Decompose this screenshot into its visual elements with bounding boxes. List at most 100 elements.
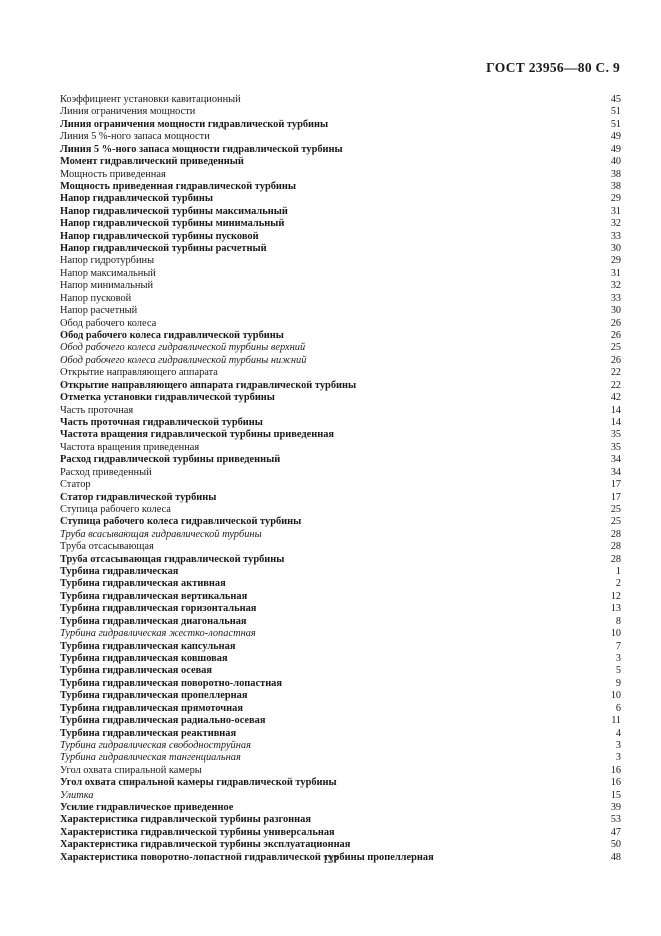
index-entry-page-number: 8	[615, 615, 621, 627]
index-entry-term: Характеристика гидравлической турбины ра…	[60, 814, 311, 826]
index-entry-page-number: 6	[615, 702, 621, 714]
index-entry: Турбина гидравлическая горизонтальная 13	[60, 603, 621, 615]
page-header-standard-reference: ГОСТ 23956—80 С. 9	[486, 60, 620, 75]
index-entry-page-number: 26	[610, 317, 621, 329]
index-entry-term: Расход приведенный	[60, 466, 152, 478]
index-entry-term: Линия ограничения мощности	[60, 106, 196, 118]
index-entry-term: Расход гидравлической турбины приведенны…	[60, 454, 281, 466]
index-entry-term: Часть проточная	[60, 404, 134, 416]
index-entry: Линия 5 %-ного запаса мощности 49	[60, 131, 621, 143]
index-entry-page-number: 51	[610, 106, 621, 118]
index-entry-term: Частота вращения приведенная	[60, 441, 200, 453]
index-entry-term: Частота вращения гидравлической турбины …	[60, 429, 335, 441]
index-entry-term: Ступица рабочего колеса	[60, 503, 171, 515]
index-entry-page-number: 38	[610, 180, 621, 192]
index-entry-term: Турбина гидравлическая	[60, 566, 179, 578]
index-entry-term: Момент гидравлический приведенный	[60, 156, 244, 168]
index-entry-term: Турбина гидравлическая активная	[60, 578, 226, 590]
index-entry: Характеристика поворотно-лопастной гидра…	[60, 852, 621, 864]
index-entry-page-number: 15	[610, 789, 621, 801]
index-entry-page-number: 28	[610, 541, 621, 553]
index-entry: Труба всасывающая гидравлической турбины…	[60, 529, 621, 541]
index-entry-term: Турбина гидравлическая прямоточная	[60, 702, 243, 714]
index-entry: Расход гидравлической турбины приведенны…	[60, 454, 621, 466]
index-entry: Линия 5 %-ного запаса мощности гидравлич…	[60, 144, 621, 156]
index-entry-page-number: 26	[610, 330, 621, 342]
index-entry-page-number: 3	[615, 752, 621, 764]
alphabetical-index-list: Коэффициент установки кавитационный 45 Лин…	[60, 94, 621, 864]
index-entry-page-number: 35	[610, 441, 621, 453]
index-entry: Коэффициент установки кавитационный 45	[60, 94, 621, 106]
index-entry-page-number: 30	[610, 243, 621, 255]
index-entry-page-number: 40	[610, 156, 621, 168]
index-entry-term: Турбина гидравлическая реактивная	[60, 727, 237, 739]
index-entry-term: Турбина гидравлическая поворотно-лопастн…	[60, 677, 282, 689]
index-entry-page-number: 1	[615, 566, 621, 578]
index-entry-term: Турбина гидравлическая пропеллерная	[60, 690, 248, 702]
index-entry-page-number: 42	[610, 392, 621, 404]
index-entry-term: Напор гидравлической турбины минимальный	[60, 218, 285, 230]
index-entry-page-number: 16	[610, 777, 621, 789]
index-entry: Турбина гидравлическая осевая 5	[60, 665, 621, 677]
index-entry: Характеристика гидравлической турбины ун…	[60, 827, 621, 839]
index-entry-page-number: 10	[610, 690, 621, 702]
index-entry: Напор расчетный 30	[60, 305, 621, 317]
index-entry-term: Характеристика поворотно-лопастной гидра…	[60, 851, 434, 863]
index-entry: Турбина гидравлическая реактивная 4	[60, 728, 621, 740]
index-entry-term: Турбина гидравлическая жестко-лопастная	[60, 628, 256, 640]
index-entry: Турбина гидравлическая активная 2	[60, 578, 621, 590]
index-entry-term: Напор минимальный	[60, 280, 154, 292]
index-entry-page-number: 14	[610, 404, 621, 416]
index-entry-term: Отметка установки гидравлической турбины	[60, 392, 275, 404]
index-entry-page-number: 25	[610, 516, 621, 528]
index-entry: Обод рабочего колеса гидравлической турб…	[60, 355, 621, 367]
index-entry-term: Обод рабочего колеса гидравлической турб…	[60, 354, 307, 366]
index-entry: Турбина гидравлическая свободноструйная 3	[60, 740, 621, 752]
index-entry-page-number: 50	[610, 839, 621, 851]
index-entry-page-number: 31	[610, 205, 621, 217]
index-entry-page-number: 4	[615, 727, 621, 739]
index-entry-page-number: 11	[611, 715, 621, 727]
index-entry-term: Труба всасывающая гидравлической турбины	[60, 528, 262, 540]
index-entry: Напор гидравлической турбины пусковой 33	[60, 231, 621, 243]
index-entry: Турбина гидравлическая прямоточная 6	[60, 703, 621, 715]
index-entry: Улитка 15	[60, 790, 621, 802]
index-entry: Угол охвата спиральной камеры 16	[60, 765, 621, 777]
index-entry-page-number: 22	[610, 379, 621, 391]
index-entry: Напор максимальный 31	[60, 268, 621, 280]
index-entry: Турбина гидравлическая капсульная 7	[60, 641, 621, 653]
index-entry-term: Часть проточная гидравлической турбины	[60, 416, 263, 428]
index-entry: Обод рабочего колеса гидравлической турб…	[60, 330, 621, 342]
index-entry-term: Напор гидравлической турбины	[60, 193, 213, 205]
index-entry-term: Улитка	[60, 789, 94, 801]
index-entry-term: Напор расчетный	[60, 305, 138, 317]
index-entry-term: Линия 5 %-ного запаса мощности	[60, 131, 210, 143]
index-entry-page-number: 35	[610, 429, 621, 441]
index-entry-term: Напор пусковой	[60, 292, 132, 304]
index-entry: Напор гидравлической турбины расчетный 30	[60, 243, 621, 255]
index-entry-page-number: 9	[615, 677, 621, 689]
index-entry-term: Обод рабочего колеса гидравлической турб…	[60, 330, 284, 342]
index-entry-page-number: 17	[610, 491, 621, 503]
index-entry-term: Коэффициент установки кавитационный	[60, 94, 241, 105]
index-entry-term: Турбина гидравлическая горизонтальная	[60, 603, 257, 615]
index-entry-page-number: 32	[610, 218, 621, 230]
index-entry: Мощность приведенная 38	[60, 169, 621, 181]
index-entry-page-number: 10	[610, 628, 621, 640]
index-entry-page-number: 7	[615, 640, 621, 652]
index-entry-page-number: 32	[610, 280, 621, 292]
index-entry: Турбина гидравлическая ковшовая 3	[60, 653, 621, 665]
index-entry-term: Турбина гидравлическая вертикальная	[60, 590, 248, 602]
index-entry-page-number: 5	[615, 665, 621, 677]
index-entry-page-number: 29	[610, 255, 621, 267]
index-entry-term: Линия ограничения мощности гидравлическо…	[60, 118, 329, 130]
index-entry-page-number: 12	[610, 590, 621, 602]
index-entry-page-number: 26	[610, 354, 621, 366]
index-entry: Турбина гидравлическая диагональная 8	[60, 616, 621, 628]
index-entry-page-number: 51	[610, 118, 621, 130]
index-entry-term: Открытие направляющего аппарата гидравли…	[60, 379, 357, 391]
index-entry-page-number: 48	[610, 851, 621, 863]
index-entry-term: Характеристика гидравлической турбины эк…	[60, 839, 351, 851]
index-entry-term: Труба отсасывающая гидравлической турбин…	[60, 553, 285, 565]
